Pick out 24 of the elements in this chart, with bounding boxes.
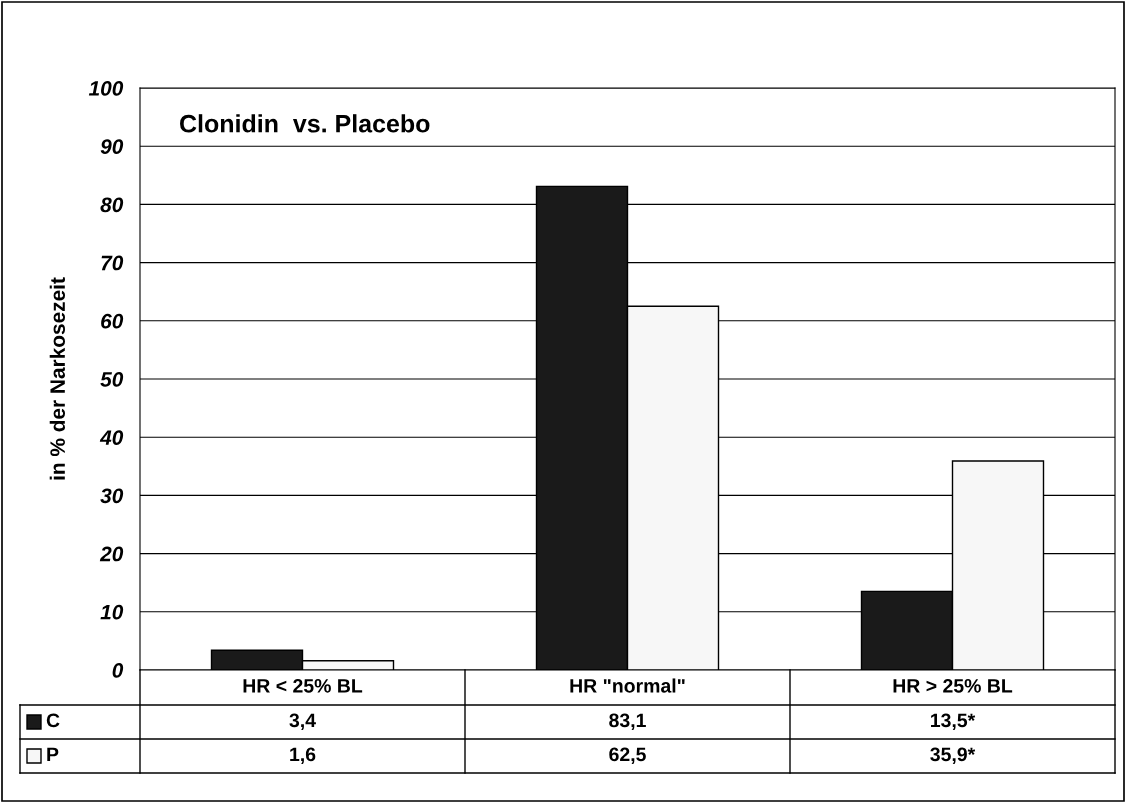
y-tick-label: 90 xyxy=(100,139,124,154)
x-tick-label: HR > 25% BL xyxy=(893,678,1013,693)
data-label: 1,6 xyxy=(290,747,316,765)
y-tick-label: 10 xyxy=(100,604,124,620)
x-tick-label: HR "normal" xyxy=(570,678,685,693)
y-tick-label: 20 xyxy=(99,546,124,562)
y-axis-title: in % der Narkosezeit xyxy=(49,277,66,480)
y-tick-label: 60 xyxy=(101,313,124,329)
y-tick-label: 0 xyxy=(112,663,124,678)
legend-label: C xyxy=(46,713,60,728)
text: Clonidin vs. Placebo xyxy=(180,114,430,133)
y-tick-label: 50 xyxy=(100,372,124,387)
data-label: 13,5* xyxy=(931,713,976,731)
data-label: 35,9* xyxy=(930,747,976,765)
x-tick-label: HR < 25% BL xyxy=(243,678,363,693)
y-tick-label: 40 xyxy=(99,430,124,445)
data-label: 3,4 xyxy=(289,713,316,731)
y-tick-label: 70 xyxy=(101,255,124,271)
legend-label: P xyxy=(47,747,59,762)
y-tick-label: 30 xyxy=(100,488,124,504)
data-label: 83,1 xyxy=(609,713,646,731)
y-tick-label: 80 xyxy=(100,197,124,213)
y-tick-label: 100 xyxy=(88,81,124,96)
data-label: 62,5 xyxy=(609,747,646,765)
